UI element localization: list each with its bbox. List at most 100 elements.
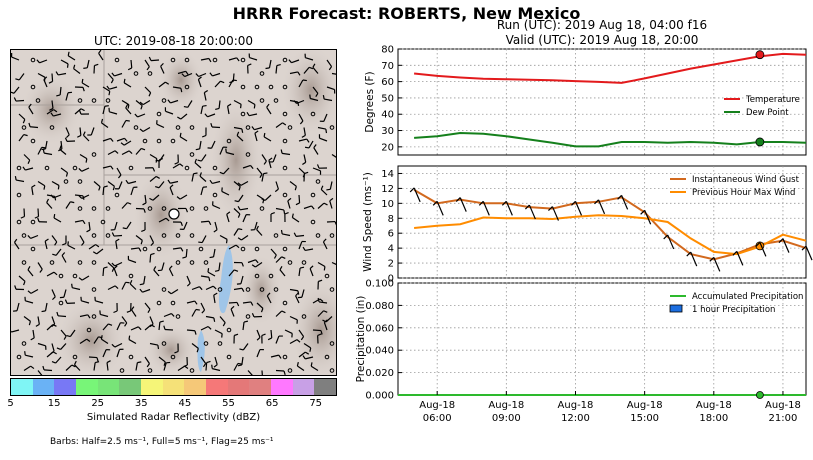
run-label: Run (UTC): 2019 Aug 18, 04:00 f16 — [496, 18, 708, 32]
wind-barb-feather — [66, 334, 71, 338]
wind-barb-feather — [49, 107, 54, 111]
wind-barb — [233, 208, 241, 215]
current-time-marker — [755, 50, 765, 60]
wind-barb — [107, 150, 116, 156]
wind-barb-feather — [209, 72, 213, 77]
wind-barb — [187, 100, 193, 108]
wind-barbs — [11, 50, 336, 375]
wind-barb-feather — [152, 167, 156, 172]
wind-barb-feather — [329, 197, 334, 202]
calm-wind-marker — [175, 125, 181, 130]
wind-barb — [16, 179, 25, 183]
wind-barb — [759, 242, 767, 257]
wind-barb — [214, 329, 223, 335]
wind-barb — [37, 316, 40, 325]
wind-barb — [137, 113, 146, 118]
wind-barb — [200, 356, 207, 364]
wind-barb-feather — [241, 262, 244, 267]
wind-barb — [23, 154, 31, 161]
wind-barb-feather — [23, 281, 26, 286]
wind-barb — [275, 310, 283, 317]
wind-barb-feather — [236, 131, 240, 136]
series-line-2 — [414, 214, 807, 256]
wind-barb — [23, 365, 32, 372]
wind-barb — [233, 287, 242, 291]
calm-wind-marker — [310, 192, 316, 198]
wind-barb-feather — [64, 137, 68, 142]
wind-barb-feather — [213, 364, 218, 368]
calm-wind-marker — [254, 246, 260, 252]
wind-barb — [219, 316, 226, 323]
wind-barb — [107, 285, 116, 291]
y-tick-label: 20 — [381, 142, 394, 153]
wind-barb — [295, 295, 300, 304]
wind-barb-feather — [247, 63, 252, 67]
wind-barb-feather — [126, 310, 131, 313]
wind-barb-feather — [663, 234, 669, 240]
wind-barb — [249, 56, 258, 61]
wind-barb-feather — [263, 172, 268, 175]
calm-wind-marker — [273, 287, 279, 292]
wind-barb — [44, 302, 48, 311]
wind-barb — [114, 342, 123, 348]
wind-barb-feather — [213, 229, 218, 233]
wind-barb — [59, 148, 67, 155]
calm-wind-marker — [128, 273, 134, 279]
wind-barb-feather — [267, 337, 273, 341]
wind-barb-feather — [125, 104, 129, 109]
wind-barb-feather — [291, 213, 294, 218]
wind-barb — [279, 269, 286, 277]
wind-barb — [312, 66, 319, 74]
wind-barb — [310, 97, 319, 102]
y-tick-label: 60 — [381, 77, 394, 88]
calm-wind-marker — [315, 179, 321, 184]
wind-barb — [317, 310, 324, 317]
wind-barb — [44, 241, 48, 250]
wind-barb-feather — [279, 266, 283, 271]
wind-barb — [144, 356, 150, 364]
colorbar-tick-label: 45 — [178, 398, 192, 409]
wind-barb — [79, 235, 85, 243]
wind-barb-feather — [71, 364, 76, 368]
calm-wind-marker — [30, 57, 36, 63]
wind-barb — [102, 323, 109, 331]
wind-barb-feather — [182, 256, 187, 259]
wind-barb-feather — [617, 194, 623, 200]
chart-panel-1: 20 30 40 50 60 70 80 Degrees (F) Temperature Dew … — [364, 45, 807, 156]
wind-barb — [281, 152, 291, 156]
legend-label: 1 hour Precipitation — [692, 305, 775, 315]
wind-barb — [241, 235, 249, 241]
calm-wind-marker — [301, 314, 307, 319]
wind-barb — [46, 324, 54, 331]
wind-barb-feather — [263, 132, 266, 138]
wind-barb-feather — [124, 137, 128, 142]
chart-panel-3: 0.000 0.020 0.040 0.060 0.080 0.100 Precipitat… — [355, 279, 807, 424]
wind-barb — [218, 100, 221, 109]
wind-barb — [61, 255, 67, 263]
wind-barb — [275, 65, 278, 74]
wind-barb-feather — [14, 285, 17, 290]
wind-barb-feather — [251, 126, 255, 131]
plot-area — [397, 48, 807, 156]
wind-barb-feather — [220, 80, 225, 84]
wind-barb-feather — [334, 221, 336, 226]
wind-barb-feather — [125, 179, 129, 184]
wind-barb — [44, 140, 48, 149]
wind-barb — [149, 153, 158, 160]
wind-barb — [264, 194, 272, 201]
wind-barb-feather — [323, 310, 328, 313]
wind-barb — [298, 167, 306, 174]
wind-barb-feather — [111, 232, 115, 237]
wind-barb — [199, 140, 202, 149]
wind-barb-feather — [230, 305, 235, 310]
calm-wind-marker — [30, 219, 36, 225]
wind-barb-feather — [83, 67, 88, 69]
wind-barb — [30, 288, 39, 294]
wind-barb-feather — [23, 133, 28, 137]
wind-barb — [256, 167, 263, 175]
wind-barb — [102, 186, 105, 196]
wind-barb-feather — [295, 292, 299, 297]
calm-wind-marker — [35, 98, 41, 103]
x-tick-time: 18:00 — [699, 413, 728, 424]
calm-wind-marker — [147, 368, 153, 373]
